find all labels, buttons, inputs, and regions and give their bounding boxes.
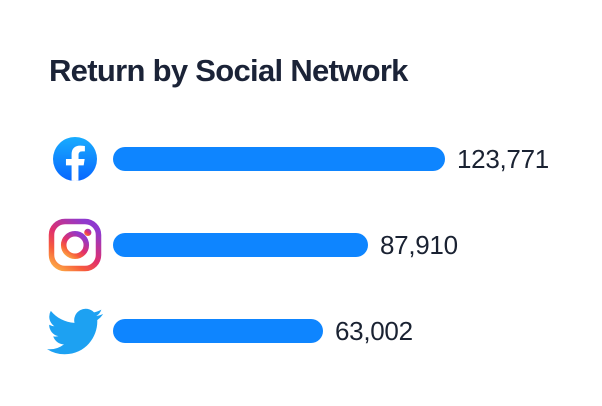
instagram-bar bbox=[113, 233, 368, 257]
chart-row-facebook: 123,771 bbox=[46, 132, 549, 186]
twitter-value: 63,002 bbox=[335, 315, 413, 346]
facebook-bar bbox=[113, 147, 445, 171]
chart-title: Return by Social Network bbox=[49, 53, 408, 88]
instagram-value: 87,910 bbox=[380, 229, 458, 260]
twitter-icon bbox=[46, 304, 104, 358]
chart-row-twitter: 63,002 bbox=[46, 304, 413, 358]
twitter-bar bbox=[113, 319, 323, 343]
facebook-icon bbox=[46, 132, 104, 186]
instagram-icon bbox=[46, 218, 104, 272]
facebook-value: 123,771 bbox=[457, 143, 549, 174]
chart-row-instagram: 87,910 bbox=[46, 218, 458, 272]
